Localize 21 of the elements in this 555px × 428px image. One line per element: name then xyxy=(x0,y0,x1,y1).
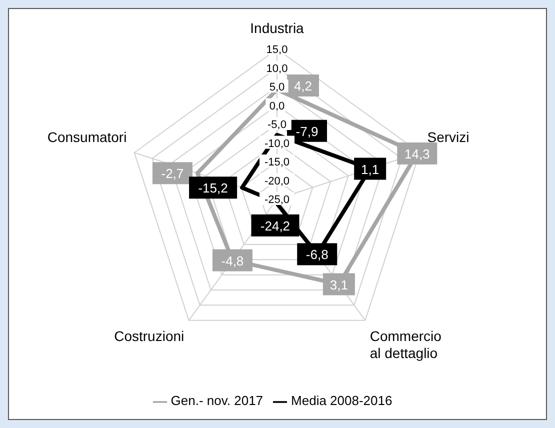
data-label: -15,2 xyxy=(198,180,228,196)
y-tick-label: 15,0 xyxy=(266,44,288,56)
spoke-label: Costruzioni xyxy=(114,328,184,344)
spoke-label: Commercio al dettaglio xyxy=(370,328,442,361)
data-label: -24,2 xyxy=(260,218,290,234)
y-tick-label: 10,0 xyxy=(266,62,288,75)
y-tick-label: -5,0 xyxy=(268,119,286,131)
spoke-label: Industria xyxy=(250,20,304,36)
y-tick-label: -15,0 xyxy=(264,156,290,168)
spoke-label: Servizi xyxy=(427,129,470,146)
y-tick-label: -25,0 xyxy=(264,194,290,206)
y-tick-label: -10,0 xyxy=(264,138,290,150)
data-label: -7,9 xyxy=(296,124,318,139)
legend-label: Gen.- nov. 2017 xyxy=(170,393,264,408)
y-tick-label: 5,0 xyxy=(269,82,285,94)
data-label: -2,7 xyxy=(161,166,184,182)
y-tick-label: -20,0 xyxy=(264,175,290,188)
spoke-label: Consumatori xyxy=(47,129,127,146)
data-label: 4,2 xyxy=(294,78,312,94)
legend-label: Media 2008-2016 xyxy=(291,393,392,408)
y-tick-label: 0,0 xyxy=(269,100,285,112)
